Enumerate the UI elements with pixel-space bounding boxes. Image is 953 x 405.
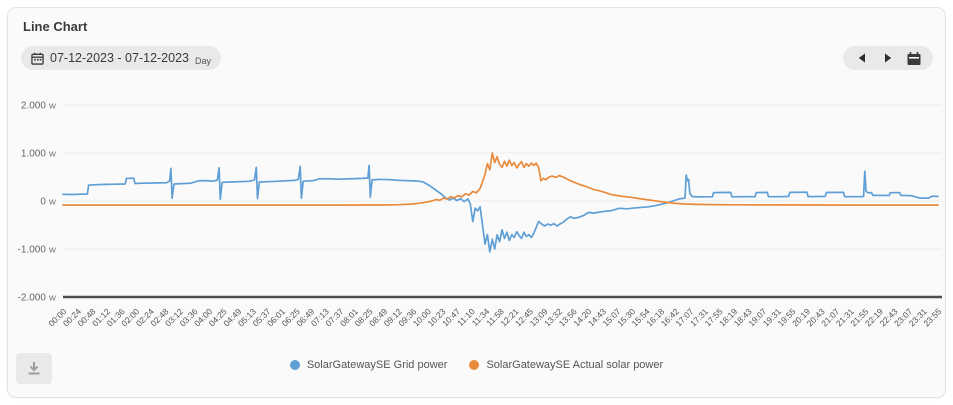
- line-chart-plot[interactable]: 2.000 W 1.000 W 0 W -1.000 W -2.000 W 00:0000:2400…: [8, 8, 945, 353]
- solar-power-line: [62, 152, 939, 206]
- granularity-label: Day: [195, 56, 212, 66]
- download-button[interactable]: [16, 353, 52, 384]
- grid-power-dot-icon: [289, 360, 300, 370]
- y-axis: 2.000 W 1.000 W 0 W -1.000 W -2.000 W: [18, 101, 942, 304]
- solar-power-dot-icon: [469, 360, 480, 370]
- x-axis-labels: 00:0000:2400:4801:1201:3602:0002:2402:48…: [46, 306, 943, 328]
- legend-item-solar-power[interactable]: SolarGatewaySE Actual solar power: [469, 359, 663, 371]
- chart-legend: SolarGatewaySE Grid power SolarGatewaySE…: [8, 359, 945, 371]
- calendar-filled-icon: [907, 51, 921, 65]
- grid-power-legend-label: SolarGatewaySE Grid power: [306, 359, 448, 371]
- next-day-button[interactable]: [877, 47, 899, 69]
- date-nav: [843, 46, 933, 70]
- date-range-label: 07-12-2023 - 07-12-2023: [50, 51, 189, 65]
- svg-text:0W: 0W: [40, 197, 57, 208]
- solar-power-legend-label: SolarGatewaySE Actual solar power: [486, 359, 664, 371]
- line-chart-card: Line Chart 07-12-2023 - 07-12-2023 Day: [7, 7, 946, 398]
- calendar-icon: [31, 52, 44, 65]
- right-triangle-icon: [884, 53, 892, 63]
- prev-day-button[interactable]: [851, 47, 873, 69]
- download-icon: [26, 361, 42, 376]
- legend-item-grid-power[interactable]: SolarGatewaySE Grid power: [289, 359, 448, 371]
- left-triangle-icon: [858, 53, 866, 63]
- card-title: Line Chart: [23, 19, 88, 34]
- jump-to-date-button[interactable]: [903, 47, 925, 69]
- date-range-selector[interactable]: 07-12-2023 - 07-12-2023 Day: [21, 46, 222, 70]
- grid-power-line: [62, 164, 939, 253]
